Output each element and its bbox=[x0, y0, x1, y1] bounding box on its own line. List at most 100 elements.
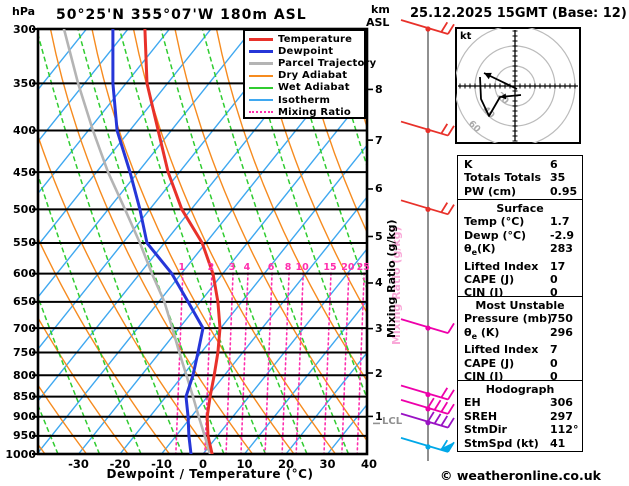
info-label: CAPE (J) bbox=[464, 273, 514, 286]
mixing-ratio-line bbox=[282, 273, 289, 454]
mixing-ratio-line bbox=[296, 273, 303, 454]
km-tick-label: 5 bbox=[375, 230, 389, 243]
pressure-tick-label: 1000 bbox=[2, 448, 36, 461]
pressure-tick-label: 950 bbox=[2, 429, 36, 442]
legend-item: Parcel Trajectory bbox=[245, 57, 364, 69]
legend-swatch bbox=[249, 38, 273, 41]
mixing-ratio-line bbox=[342, 273, 349, 454]
info-label: StmSpd (kt) bbox=[464, 437, 539, 450]
temp-tick-label: -10 bbox=[147, 457, 177, 471]
mixing-ratio-value-label: 10 bbox=[292, 262, 312, 273]
info-label: Lifted Index bbox=[464, 343, 538, 356]
legend-item: Mixing Ratio bbox=[245, 106, 364, 118]
info-row: Totals Totals 35 bbox=[458, 171, 582, 184]
info-label: K bbox=[464, 158, 473, 171]
pressure-tick-label: 850 bbox=[2, 390, 36, 403]
info-row: θe (K)296 bbox=[458, 326, 582, 344]
km-tick-label: 3 bbox=[375, 322, 389, 335]
info-label: SREH bbox=[464, 410, 497, 423]
km-tick-label: 7 bbox=[375, 134, 389, 147]
info-value: 296 bbox=[550, 326, 573, 339]
info-row: SREH297 bbox=[458, 410, 582, 423]
legend-label: Mixing Ratio bbox=[278, 107, 351, 118]
mixing-ratio-value-label: 1 bbox=[172, 262, 192, 273]
info-value: 35 bbox=[550, 171, 565, 184]
legend-swatch bbox=[249, 50, 273, 53]
info-row: PW (cm) 0.95 bbox=[458, 185, 582, 198]
pressure-tick-label: 750 bbox=[2, 346, 36, 359]
info-value: 6 bbox=[550, 158, 558, 171]
pressure-tick-label: 800 bbox=[2, 369, 36, 382]
info-value: 41 bbox=[550, 437, 565, 450]
legend-swatch bbox=[249, 111, 273, 113]
info-row: CAPE (J)0 bbox=[458, 357, 582, 370]
pressure-tick-label: 500 bbox=[2, 203, 36, 216]
info-value: 17 bbox=[550, 260, 565, 273]
legend-label: Parcel Trajectory bbox=[278, 58, 376, 69]
pressure-tick-label: 350 bbox=[2, 77, 36, 90]
pressure-tick-label: 400 bbox=[2, 124, 36, 137]
temp-tick-label: 30 bbox=[313, 457, 343, 471]
info-value: 0 bbox=[550, 273, 558, 286]
legend-swatch bbox=[249, 87, 273, 89]
pressure-tick-label: 600 bbox=[2, 267, 36, 280]
temp-tick-label: -20 bbox=[105, 457, 135, 471]
pressure-tick-label: 700 bbox=[2, 322, 36, 335]
dewpoint-curve bbox=[113, 29, 203, 454]
info-value: 1.7 bbox=[550, 215, 570, 228]
info-label: Totals Totals bbox=[464, 171, 541, 184]
info-box: K 6 Totals Totals 35 PW (cm) 0.95 bbox=[457, 155, 583, 200]
chart-date: 25.12.2025 15GMT (Base: 12) bbox=[410, 6, 627, 21]
info-box: SurfaceTemp (°C)1.7Dewp (°C)-2.9θe(K)283… bbox=[457, 199, 583, 298]
mixing-ratio-value-label: 4 bbox=[237, 262, 257, 273]
info-label: EH bbox=[464, 396, 481, 409]
info-section-header: Surface bbox=[458, 202, 582, 215]
info-row: Lifted Index 17 bbox=[458, 260, 582, 273]
temp-tick-label: 0 bbox=[188, 457, 218, 471]
info-row: Pressure (mb)750 bbox=[458, 312, 582, 325]
hodograph-panel: 204060 bbox=[455, 26, 580, 146]
legend-label: Isotherm bbox=[278, 95, 330, 106]
info-label: Lifted Index bbox=[464, 260, 538, 273]
info-section-header: Most Unstable bbox=[458, 299, 582, 312]
hodograph-unit-label: kt bbox=[460, 31, 471, 42]
legend-label: Dry Adiabat bbox=[278, 70, 347, 81]
info-row: Dewp (°C)-2.9 bbox=[458, 229, 582, 242]
mixing-ratio-line bbox=[324, 273, 331, 454]
info-label: PW (cm) bbox=[464, 185, 516, 198]
legend-item: Temperature bbox=[245, 33, 364, 45]
info-value: 306 bbox=[550, 396, 573, 409]
info-value: 112° bbox=[550, 423, 578, 436]
mixing-ratio-value-label: 2 bbox=[201, 262, 221, 273]
sounding-title: 50°25'N 355°07'W 180m ASL bbox=[56, 7, 307, 23]
info-label: Pressure (mb) bbox=[464, 312, 552, 325]
info-row: StmSpd (kt) 41 bbox=[458, 437, 582, 450]
copyright: © weatheronline.co.uk bbox=[440, 468, 600, 483]
info-value: 0 bbox=[550, 357, 558, 370]
legend-label: Dewpoint bbox=[278, 46, 333, 57]
info-value: 283 bbox=[550, 242, 573, 255]
pressure-tick-label: 300 bbox=[2, 23, 36, 36]
mixing-ratio-line bbox=[241, 273, 248, 454]
mixing-ratio-value-label: 25 bbox=[353, 262, 373, 273]
info-value: 7 bbox=[550, 343, 558, 356]
km-tick-label: 2 bbox=[375, 367, 389, 380]
pressure-tick-label: 900 bbox=[2, 410, 36, 423]
legend-swatch bbox=[249, 99, 273, 101]
km-tick-label: 6 bbox=[375, 182, 389, 195]
info-row: EH 306 bbox=[458, 396, 582, 409]
info-section-header: Hodograph bbox=[458, 383, 582, 396]
km-tick-label: 1 bbox=[375, 410, 389, 423]
temp-tick-label: -30 bbox=[64, 457, 94, 471]
info-label: Dewp (°C) bbox=[464, 229, 526, 242]
pressure-axis-unit: hPa bbox=[12, 5, 35, 18]
pressure-tick-label: 450 bbox=[2, 166, 36, 179]
asl-axis-unit: ASL bbox=[366, 16, 389, 29]
legend-item: Wet Adiabat bbox=[245, 82, 364, 94]
info-label: StmDir bbox=[464, 423, 507, 436]
info-value: 0.95 bbox=[550, 185, 577, 198]
legend-swatch bbox=[249, 75, 273, 77]
info-row: StmDir 112° bbox=[458, 423, 582, 436]
km-tick-label: 4 bbox=[375, 276, 389, 289]
info-row: θe(K)283 bbox=[458, 242, 582, 260]
